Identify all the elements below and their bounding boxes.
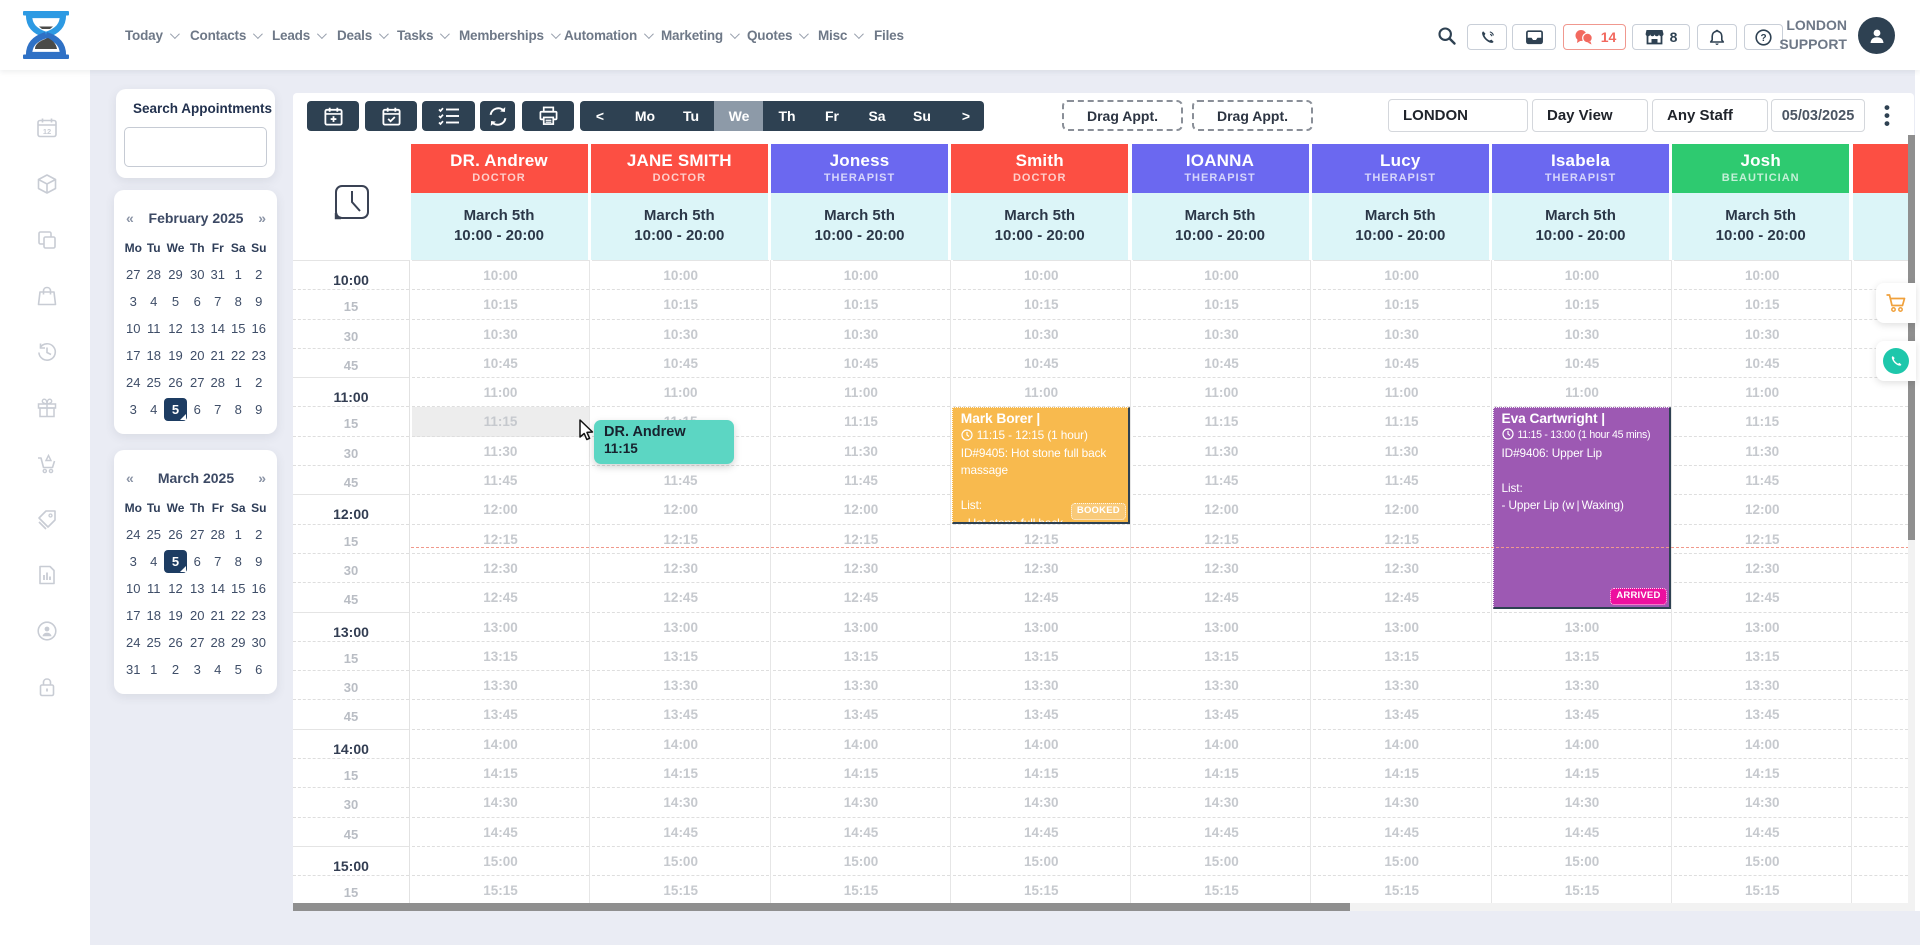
- svg-text:?: ?: [1760, 33, 1766, 44]
- svg-text:12: 12: [43, 127, 51, 136]
